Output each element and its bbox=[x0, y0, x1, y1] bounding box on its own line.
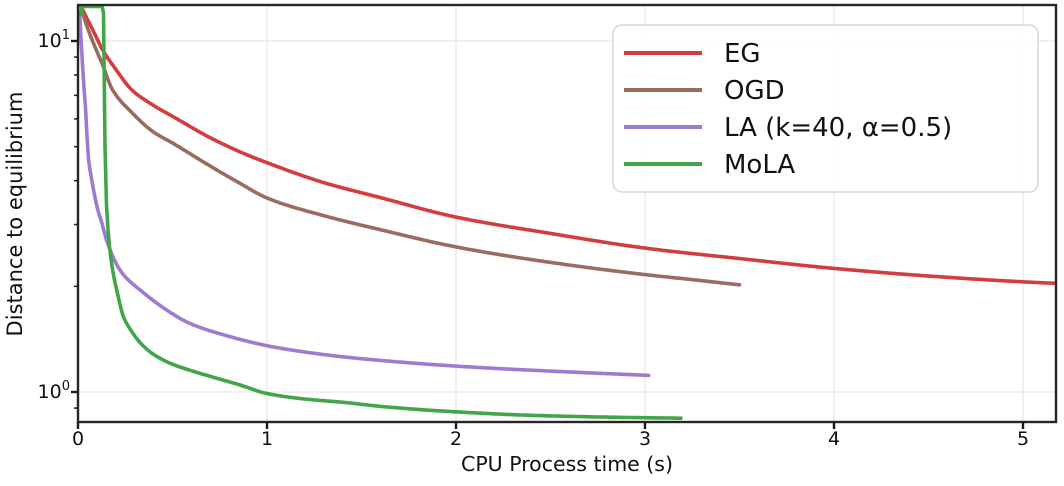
legend-box bbox=[612, 24, 1039, 193]
legend-label: LA (k=40, α=0.5) bbox=[724, 113, 952, 143]
axis-ticks bbox=[71, 39, 1025, 429]
series-line-la-k-40-0-5- bbox=[78, 8, 651, 378]
x-tick-label: 3 bbox=[639, 428, 651, 450]
y-tick-label: 100 bbox=[38, 379, 70, 403]
legend-label: MoLA bbox=[724, 150, 795, 180]
x-tick-label: 2 bbox=[450, 428, 462, 450]
y-axis-label: Distance to equilibrium bbox=[3, 92, 27, 337]
series-lines bbox=[78, 5, 1056, 420]
tick-labels: 0 1 2 3 4 5 100 101 bbox=[38, 28, 1030, 450]
x-tick-label: 0 bbox=[72, 428, 84, 450]
x-tick-label: 4 bbox=[828, 428, 840, 450]
series-line-mola bbox=[79, 5, 683, 420]
axes-spines bbox=[76, 3, 1058, 424]
legend-label: OGD bbox=[724, 76, 785, 106]
series-line-ogd bbox=[78, 5, 742, 287]
plot-border bbox=[76, 3, 1058, 424]
x-tick-label: 5 bbox=[1017, 428, 1029, 450]
x-tick-label: 1 bbox=[261, 428, 273, 450]
y-tick-label: 101 bbox=[38, 28, 70, 52]
x-axis-label: CPU Process time (s) bbox=[461, 452, 673, 476]
legend-label: EG bbox=[724, 39, 761, 69]
series-line-eg bbox=[78, 5, 1056, 286]
legend: EG OGD LA (k=40, α=0.5) MoLA bbox=[612, 24, 1039, 193]
